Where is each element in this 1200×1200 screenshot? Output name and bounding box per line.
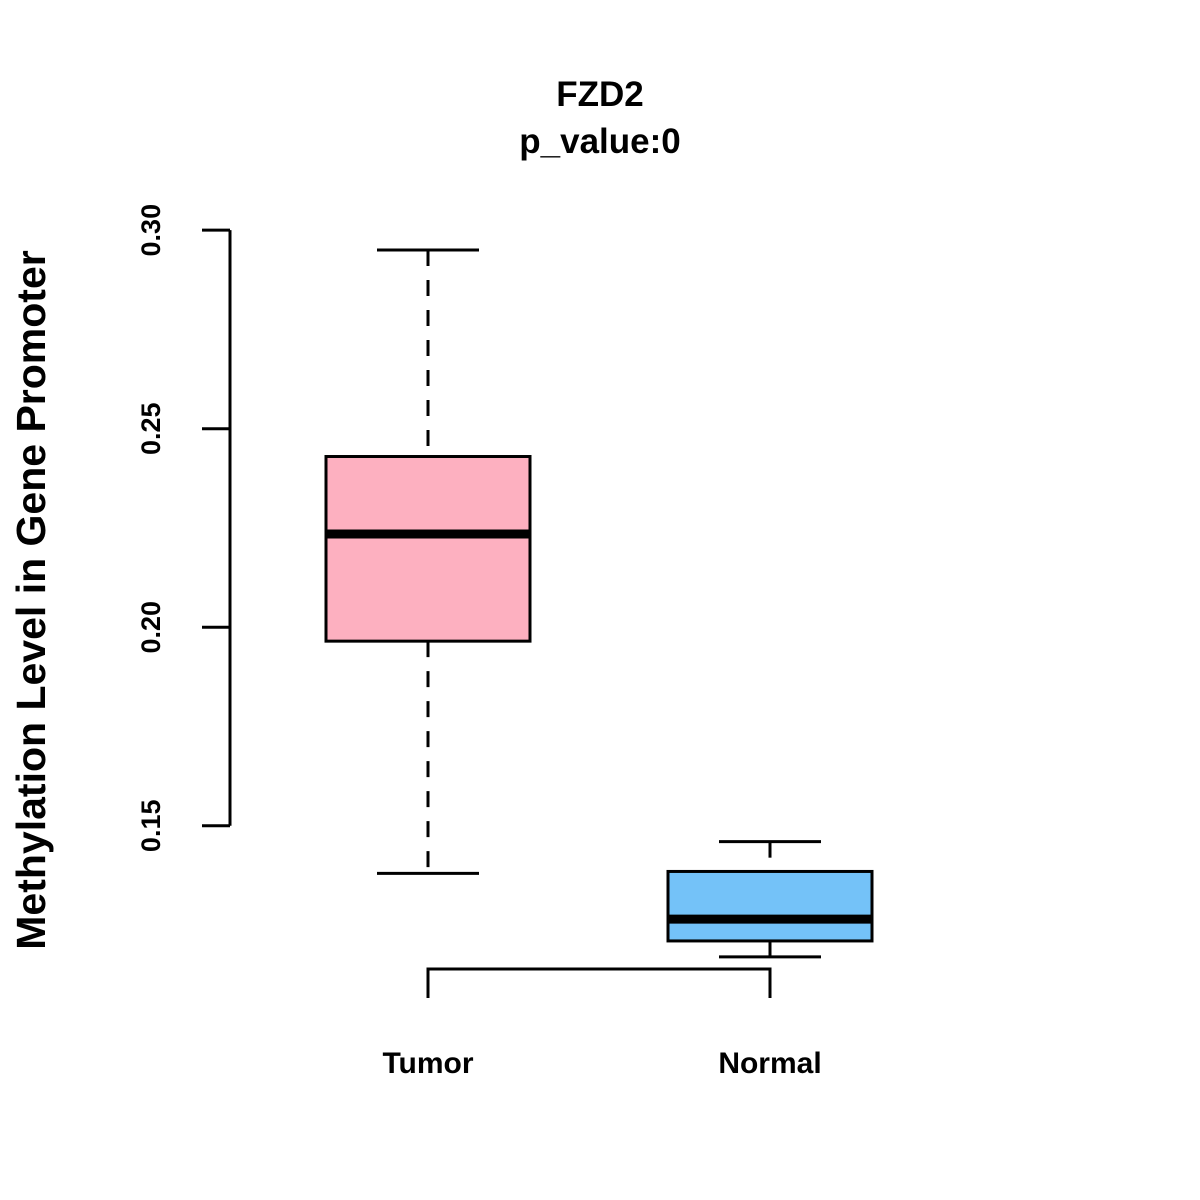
box-normal	[666, 840, 874, 959]
x-category-label: Tumor	[382, 1047, 473, 1080]
box-tumor	[324, 248, 532, 875]
y-tick-label: 0.30	[136, 204, 166, 257]
x-category-labels: Tumor Normal	[382, 1047, 821, 1080]
chart-title: FZD2	[556, 75, 644, 114]
x-category-label: Normal	[718, 1047, 821, 1080]
y-axis-label: Methylation Level in Gene Promoter	[8, 250, 54, 949]
box-group	[324, 248, 874, 959]
y-tick-label: 0.15	[136, 800, 166, 853]
comparison-bracket	[426, 967, 772, 998]
bracket-line	[426, 967, 772, 998]
y-axis-ticks: 0.15 0.20 0.25 0.30	[136, 204, 230, 852]
iqr-box	[324, 455, 532, 643]
y-tick-label: 0.25	[136, 402, 166, 455]
iqr-box	[666, 869, 874, 943]
y-tick-label: 0.20	[136, 601, 166, 654]
chart-subtitle: p_value:0	[519, 122, 680, 161]
